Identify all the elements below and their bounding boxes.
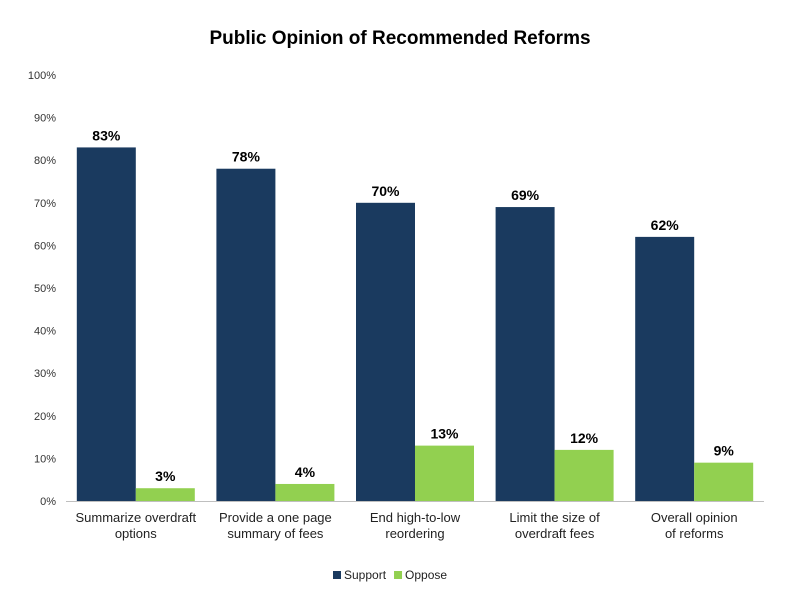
data-label: 83% xyxy=(92,127,121,143)
bar-support xyxy=(635,236,695,501)
y-tick-label: 50% xyxy=(34,283,56,295)
x-category-label: Summarize overdraft xyxy=(75,510,196,525)
x-category-label: summary of fees xyxy=(227,526,324,541)
x-category-label: Overall opinion xyxy=(651,510,738,525)
legend-label: Oppose xyxy=(405,568,447,582)
bar-oppose xyxy=(554,449,614,501)
y-tick-label: 90% xyxy=(34,113,56,125)
data-label: 70% xyxy=(371,183,400,199)
bar-support xyxy=(76,147,136,502)
y-tick-label: 100% xyxy=(28,70,56,82)
x-category-label: overdraft fees xyxy=(515,526,595,541)
bar-support xyxy=(495,207,555,501)
bar-oppose xyxy=(415,445,474,501)
bar-oppose xyxy=(694,462,754,501)
y-tick-label: 10% xyxy=(34,453,56,465)
legend-swatch-oppose xyxy=(394,571,403,579)
y-tick-label: 70% xyxy=(34,198,56,210)
y-tick-label: 60% xyxy=(34,240,56,252)
data-label: 12% xyxy=(570,430,599,446)
data-label: 9% xyxy=(714,443,735,459)
x-category-label: End high-to-low xyxy=(370,510,461,525)
y-tick-label: 20% xyxy=(34,411,56,423)
x-category-label: Provide a one page xyxy=(219,510,332,525)
bar-oppose xyxy=(135,488,195,501)
bar-support xyxy=(216,168,276,501)
bar-support xyxy=(356,202,415,502)
x-category-label: of reforms xyxy=(665,526,724,541)
data-label: 4% xyxy=(295,464,316,480)
bar-oppose xyxy=(275,483,335,501)
x-category-label: Limit the size of xyxy=(509,510,600,525)
x-category-label: options xyxy=(115,526,157,541)
y-tick-label: 40% xyxy=(34,326,56,338)
y-tick-label: 80% xyxy=(34,155,56,167)
data-label: 13% xyxy=(430,426,459,442)
data-label: 69% xyxy=(511,187,540,203)
x-category-label: reordering xyxy=(385,526,444,541)
y-tick-label: 0% xyxy=(40,496,56,508)
chart-title: Public Opinion of Recommended Reforms xyxy=(209,28,591,49)
legend-label: Support xyxy=(344,568,387,582)
data-label: 78% xyxy=(232,149,261,165)
y-tick-label: 30% xyxy=(34,368,56,380)
data-label: 3% xyxy=(155,468,176,484)
data-label: 62% xyxy=(651,217,680,233)
legend-swatch-support xyxy=(333,571,341,579)
